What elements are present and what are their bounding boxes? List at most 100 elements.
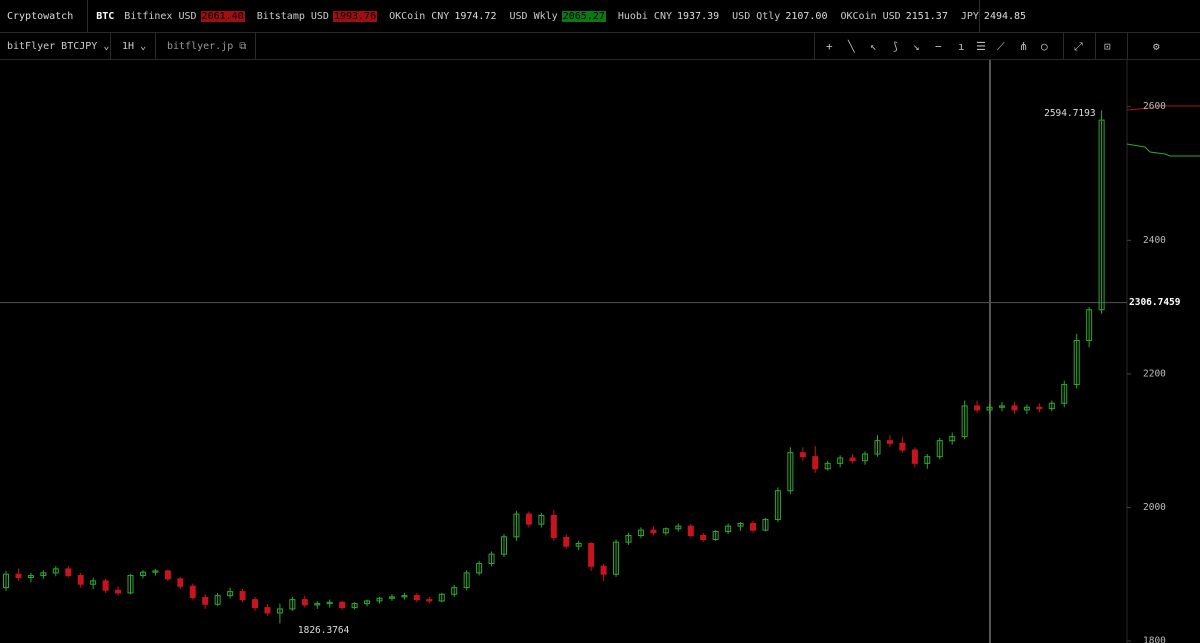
y-tick-label: 1800: [1143, 635, 1166, 643]
ticker[interactable]: JPY 2494.85: [961, 11, 1027, 22]
candle-body: [899, 442, 906, 451]
max-label: 2594.7193: [1044, 108, 1095, 119]
ticker-price: 1993.76: [332, 10, 378, 22]
ticker-label: USD Wkly: [509, 10, 558, 22]
candle-body: [413, 595, 420, 601]
candle-body: [525, 513, 532, 525]
candle-body: [252, 599, 258, 609]
ticker-label: USD Qtly: [732, 10, 781, 22]
ticker[interactable]: OKCoin CNY 1974.72: [389, 11, 497, 22]
tickers: Bitfinex USD 2061.40 Bitstamp USD 1993.76 OK…: [124, 10, 1027, 22]
candle-body: [1073, 339, 1080, 386]
candle-body: [974, 405, 981, 411]
candle-body: [1011, 405, 1018, 411]
brand[interactable]: Cryptowatch: [0, 0, 89, 33]
candle-body: [289, 599, 296, 610]
divider: [1127, 33, 1128, 60]
candle-body: [438, 593, 445, 602]
candle-body: [637, 529, 644, 536]
tool-fib[interactable]: ☰: [976, 40, 986, 53]
candle-body: [1086, 309, 1093, 341]
candle-body: [463, 572, 470, 589]
ticker[interactable]: USD Wkly 2065.27: [509, 10, 606, 22]
candle-body: [52, 568, 59, 574]
tool-arrow[interactable]: ↘: [913, 40, 920, 53]
candle-body: [949, 436, 956, 442]
interval-select[interactable]: 1H ⌄: [122, 41, 147, 52]
candle-body: [388, 596, 395, 599]
candle-body: [787, 452, 794, 492]
ticker[interactable]: Huobi CNY 1937.39: [618, 11, 720, 22]
settings[interactable]: ⚙: [1153, 40, 1160, 53]
candle-body: [1036, 406, 1043, 410]
candle-body: [488, 553, 495, 565]
interval: 1H: [122, 41, 135, 52]
y-tick-label: 2600: [1143, 101, 1166, 112]
ticker-price: 2065.27: [561, 10, 606, 22]
candle-body: [301, 599, 308, 606]
ticker-price: 2494.85: [983, 10, 1027, 22]
candle-body: [3, 573, 9, 589]
fullscreen[interactable]: ⤢: [1074, 40, 1083, 53]
candle-body: [563, 536, 570, 547]
candle-body: [65, 568, 72, 577]
candle-body: [862, 453, 869, 462]
tool-fan[interactable]: ⟋: [997, 40, 1005, 53]
candle-body: [650, 529, 657, 534]
ticker-label: OKCoin CNY: [389, 10, 450, 22]
candle-body: [700, 534, 707, 540]
ticker[interactable]: OKCoin USD 2151.37: [840, 11, 948, 22]
candle-body: [837, 457, 844, 464]
tool-vline[interactable]: ı: [958, 40, 965, 53]
candle-body: [351, 603, 358, 609]
candle-body: [575, 542, 582, 547]
ticker[interactable]: USD Qtly 2107.00: [732, 11, 828, 22]
ticker-label: OKCoin USD: [840, 10, 901, 22]
exchange: bitflyer.jp: [167, 41, 234, 52]
candle-body: [799, 452, 806, 458]
tool-circle[interactable]: ○: [1041, 40, 1048, 53]
candle-body: [189, 585, 196, 599]
candle-body: [214, 595, 221, 605]
depth-ask: [1126, 105, 1200, 111]
ticker-label: Bitstamp USD: [256, 10, 329, 22]
ticker[interactable]: Bitstamp USD 1993.76: [256, 10, 378, 22]
candle-body: [961, 405, 968, 438]
tool-hline[interactable]: −: [935, 40, 942, 53]
candle-body: [264, 607, 271, 614]
candle-body: [1061, 384, 1068, 404]
candle-body: [924, 456, 931, 464]
tool-crosshair[interactable]: +: [826, 40, 833, 53]
candle-body: [476, 563, 483, 574]
ticker[interactable]: Bitfinex USD 2061.40: [124, 10, 245, 22]
ticker-label: Bitfinex USD: [124, 10, 197, 22]
candle-body: [725, 525, 732, 532]
candle-body: [762, 518, 769, 531]
candle-body: [1048, 402, 1055, 410]
candle-body: [986, 406, 993, 411]
tool-line[interactable]: ╲: [848, 40, 855, 53]
candle-body: [40, 572, 47, 577]
market-select[interactable]: bitFlyer BTCJPY ⌄: [7, 41, 110, 52]
tool-ray[interactable]: ↖: [870, 40, 877, 53]
ticker-price: 2151.37: [905, 10, 948, 22]
candle-body: [675, 525, 682, 530]
candle-body: [501, 536, 507, 555]
ticker-label: JPY: [960, 10, 979, 22]
candle-body: [139, 571, 146, 577]
candle-body: [936, 440, 943, 458]
divider: [1063, 33, 1064, 60]
tool-curve[interactable]: ⟆: [892, 40, 899, 53]
exchange-link[interactable]: bitflyer.jp ⧉: [167, 41, 247, 52]
candle-body: [276, 608, 283, 614]
candle-body: [1098, 119, 1105, 311]
indicators[interactable]: ⊡: [1104, 40, 1111, 53]
ticker-bar: Cryptowatch BTC Bitfinex USD 2061.40 Bitst…: [0, 0, 1200, 33]
asset[interactable]: BTC: [96, 10, 115, 22]
candle-body: [202, 597, 209, 605]
candle-body: [102, 580, 109, 591]
candle-body: [127, 575, 134, 594]
tool-pitchfork[interactable]: ⋔: [1019, 40, 1029, 53]
